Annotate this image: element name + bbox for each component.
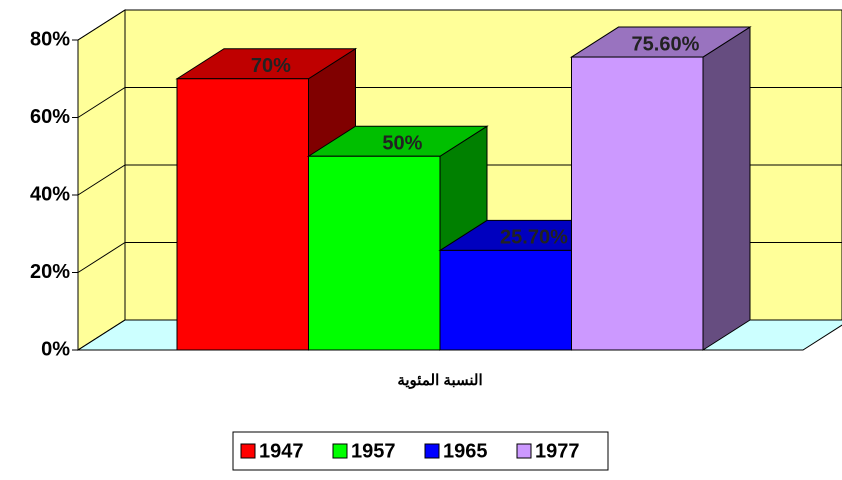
value-label: 70% xyxy=(251,55,291,77)
value-label: 50% xyxy=(382,133,422,155)
y-tick-label: 80% xyxy=(30,28,70,50)
bar-front xyxy=(571,56,704,351)
y-tick-label: 60% xyxy=(30,106,70,128)
bar-side xyxy=(702,26,751,351)
legend-swatch xyxy=(240,443,256,459)
y-tick-label: 0% xyxy=(41,338,70,360)
y-tick-label: 20% xyxy=(30,261,70,283)
legend-label: 1947 xyxy=(259,440,304,462)
bar-front xyxy=(439,249,572,351)
value-label: 75.60% xyxy=(632,33,700,55)
y-tick-label: 40% xyxy=(30,183,70,205)
legend-label: 1965 xyxy=(443,440,488,462)
legend-label: 1957 xyxy=(351,440,396,462)
legend-label: 1977 xyxy=(535,440,580,462)
value-label: 25.70% xyxy=(500,227,568,249)
grid-line xyxy=(77,9,842,41)
bar-front xyxy=(308,155,441,351)
legend-box xyxy=(232,431,609,471)
x-category-label: النسبة المئوية xyxy=(397,372,482,389)
bar xyxy=(569,26,752,351)
legend-swatch xyxy=(424,443,440,459)
legend-swatch xyxy=(332,443,348,459)
bar-front xyxy=(176,78,309,351)
legend-swatch xyxy=(516,443,532,459)
